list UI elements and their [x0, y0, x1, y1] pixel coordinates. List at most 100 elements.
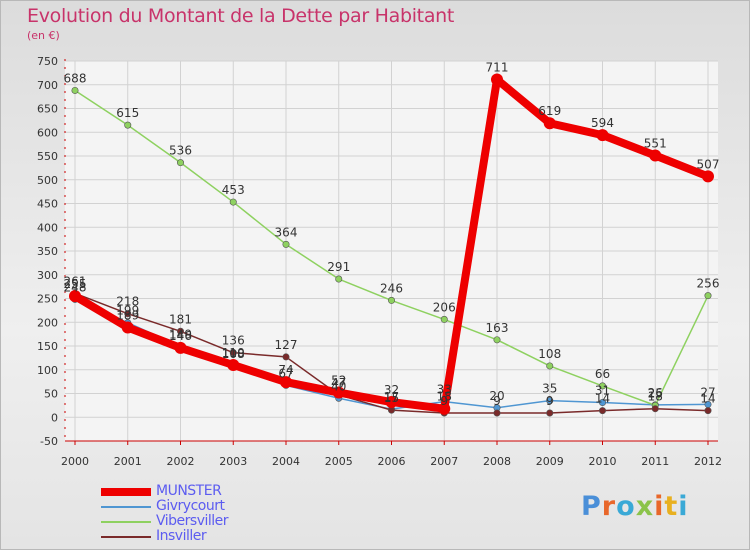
data-label: 9	[440, 394, 448, 408]
data-point-munster	[649, 149, 662, 162]
logo-letter: P	[581, 491, 602, 522]
x-tick-label: 2002	[167, 455, 195, 468]
legend-swatch-vibersviller	[101, 521, 151, 523]
data-label: 163	[486, 321, 509, 335]
data-label: 261	[64, 274, 87, 288]
data-point-insviller	[493, 409, 501, 417]
data-label: 536	[169, 144, 192, 158]
data-label: 31	[595, 384, 610, 398]
y-tick-label: 100	[37, 364, 58, 377]
data-label: 146	[169, 329, 192, 343]
data-label: 199	[116, 304, 139, 318]
legend-swatch-insviller	[101, 536, 151, 538]
x-tick-label: 2005	[325, 455, 353, 468]
x-tick-label: 2009	[536, 455, 564, 468]
x-tick-label: 2000	[61, 455, 89, 468]
data-point-vibersviller	[282, 240, 290, 248]
data-label: 189	[116, 308, 139, 322]
data-label: 9	[546, 394, 554, 408]
legend-label-insviller: Insviller	[156, 528, 207, 544]
y-tick-label: 750	[37, 55, 58, 68]
data-label: 594	[591, 116, 614, 130]
data-point-vibersviller	[546, 362, 554, 370]
data-point-munster	[174, 341, 187, 354]
data-label: 14	[700, 392, 715, 406]
data-label: 108	[222, 347, 245, 361]
y-tick-label: 500	[37, 174, 58, 187]
data-point-munster	[69, 290, 81, 303]
y-tick-label: 400	[37, 221, 58, 234]
data-label: 181	[169, 312, 192, 326]
data-point-insviller	[546, 409, 554, 417]
legend-label-givrycourt: Givrycourt	[156, 498, 225, 514]
data-point-vibersviller	[387, 296, 395, 304]
data-label: 291	[327, 260, 350, 274]
data-point-givrycourt	[546, 397, 554, 405]
data-label: 17	[384, 390, 399, 404]
data-point-munster	[438, 402, 451, 415]
data-point-insviller	[598, 407, 606, 415]
data-label: 66	[595, 367, 610, 381]
data-label: 74	[278, 363, 293, 377]
chart-subtitle: (en €)	[27, 29, 60, 42]
data-label: 33	[437, 383, 452, 397]
y-tick-label: 450	[37, 198, 58, 211]
data-label: 688	[64, 71, 87, 85]
x-tick-label: 2003	[219, 455, 247, 468]
logo-letter: r	[601, 491, 617, 522]
data-label: 18	[437, 390, 452, 404]
logo-letter: t	[664, 491, 679, 522]
data-point-vibersviller	[177, 159, 185, 167]
data-point-insviller	[177, 327, 185, 335]
data-label: 218	[116, 295, 139, 309]
data-label: 9	[493, 394, 501, 408]
y-tick-label: 250	[37, 293, 58, 306]
x-tick-label: 2006	[378, 455, 406, 468]
data-label: 108	[538, 347, 561, 361]
y-tick-label: 300	[37, 269, 58, 282]
logo-letter: x	[635, 491, 655, 522]
y-tick-label: 200	[37, 316, 58, 329]
x-tick-label: 2010	[589, 455, 617, 468]
data-label: 110	[222, 346, 245, 360]
y-tick-label: 50	[44, 388, 58, 401]
y-tick-label: 0	[51, 411, 58, 424]
proxiti-logo: Proxiti	[581, 491, 689, 522]
data-label: 136	[222, 334, 245, 348]
legend-swatch-munster	[101, 488, 151, 496]
data-point-insviller	[124, 310, 132, 318]
data-label: 255	[64, 277, 87, 291]
x-tick-label: 2004	[272, 455, 300, 468]
data-label: 32	[384, 383, 399, 397]
data-label: 551	[644, 137, 667, 151]
data-label: 18	[648, 390, 663, 404]
data-label: 15	[384, 391, 399, 405]
data-point-vibersviller	[704, 292, 712, 300]
data-label: 246	[380, 281, 403, 295]
data-label: 20	[489, 389, 504, 403]
data-label: 35	[542, 382, 557, 396]
data-label: 127	[275, 338, 298, 352]
y-tick-label: 700	[37, 79, 58, 92]
data-point-vibersviller	[124, 121, 132, 129]
data-point-munster	[385, 396, 398, 409]
data-point-insviller	[229, 349, 237, 357]
data-label: 248	[64, 280, 87, 294]
data-label: 615	[116, 106, 139, 120]
data-label: 453	[222, 183, 245, 197]
data-label: 507	[697, 157, 720, 171]
y-tick-label: 650	[37, 103, 58, 116]
data-label: 364	[275, 225, 298, 239]
data-label: 67	[278, 366, 293, 380]
data-label: 206	[433, 300, 456, 314]
data-point-munster	[491, 73, 503, 86]
data-label: 25	[648, 386, 663, 400]
data-point-vibersviller	[493, 336, 501, 344]
data-label: 47	[331, 376, 346, 390]
x-tick-label: 2007	[430, 455, 458, 468]
chart-title: Evolution du Montant de la Dette par Hab…	[27, 5, 455, 27]
data-point-vibersviller	[335, 275, 343, 283]
y-tick-label: 350	[37, 245, 58, 258]
